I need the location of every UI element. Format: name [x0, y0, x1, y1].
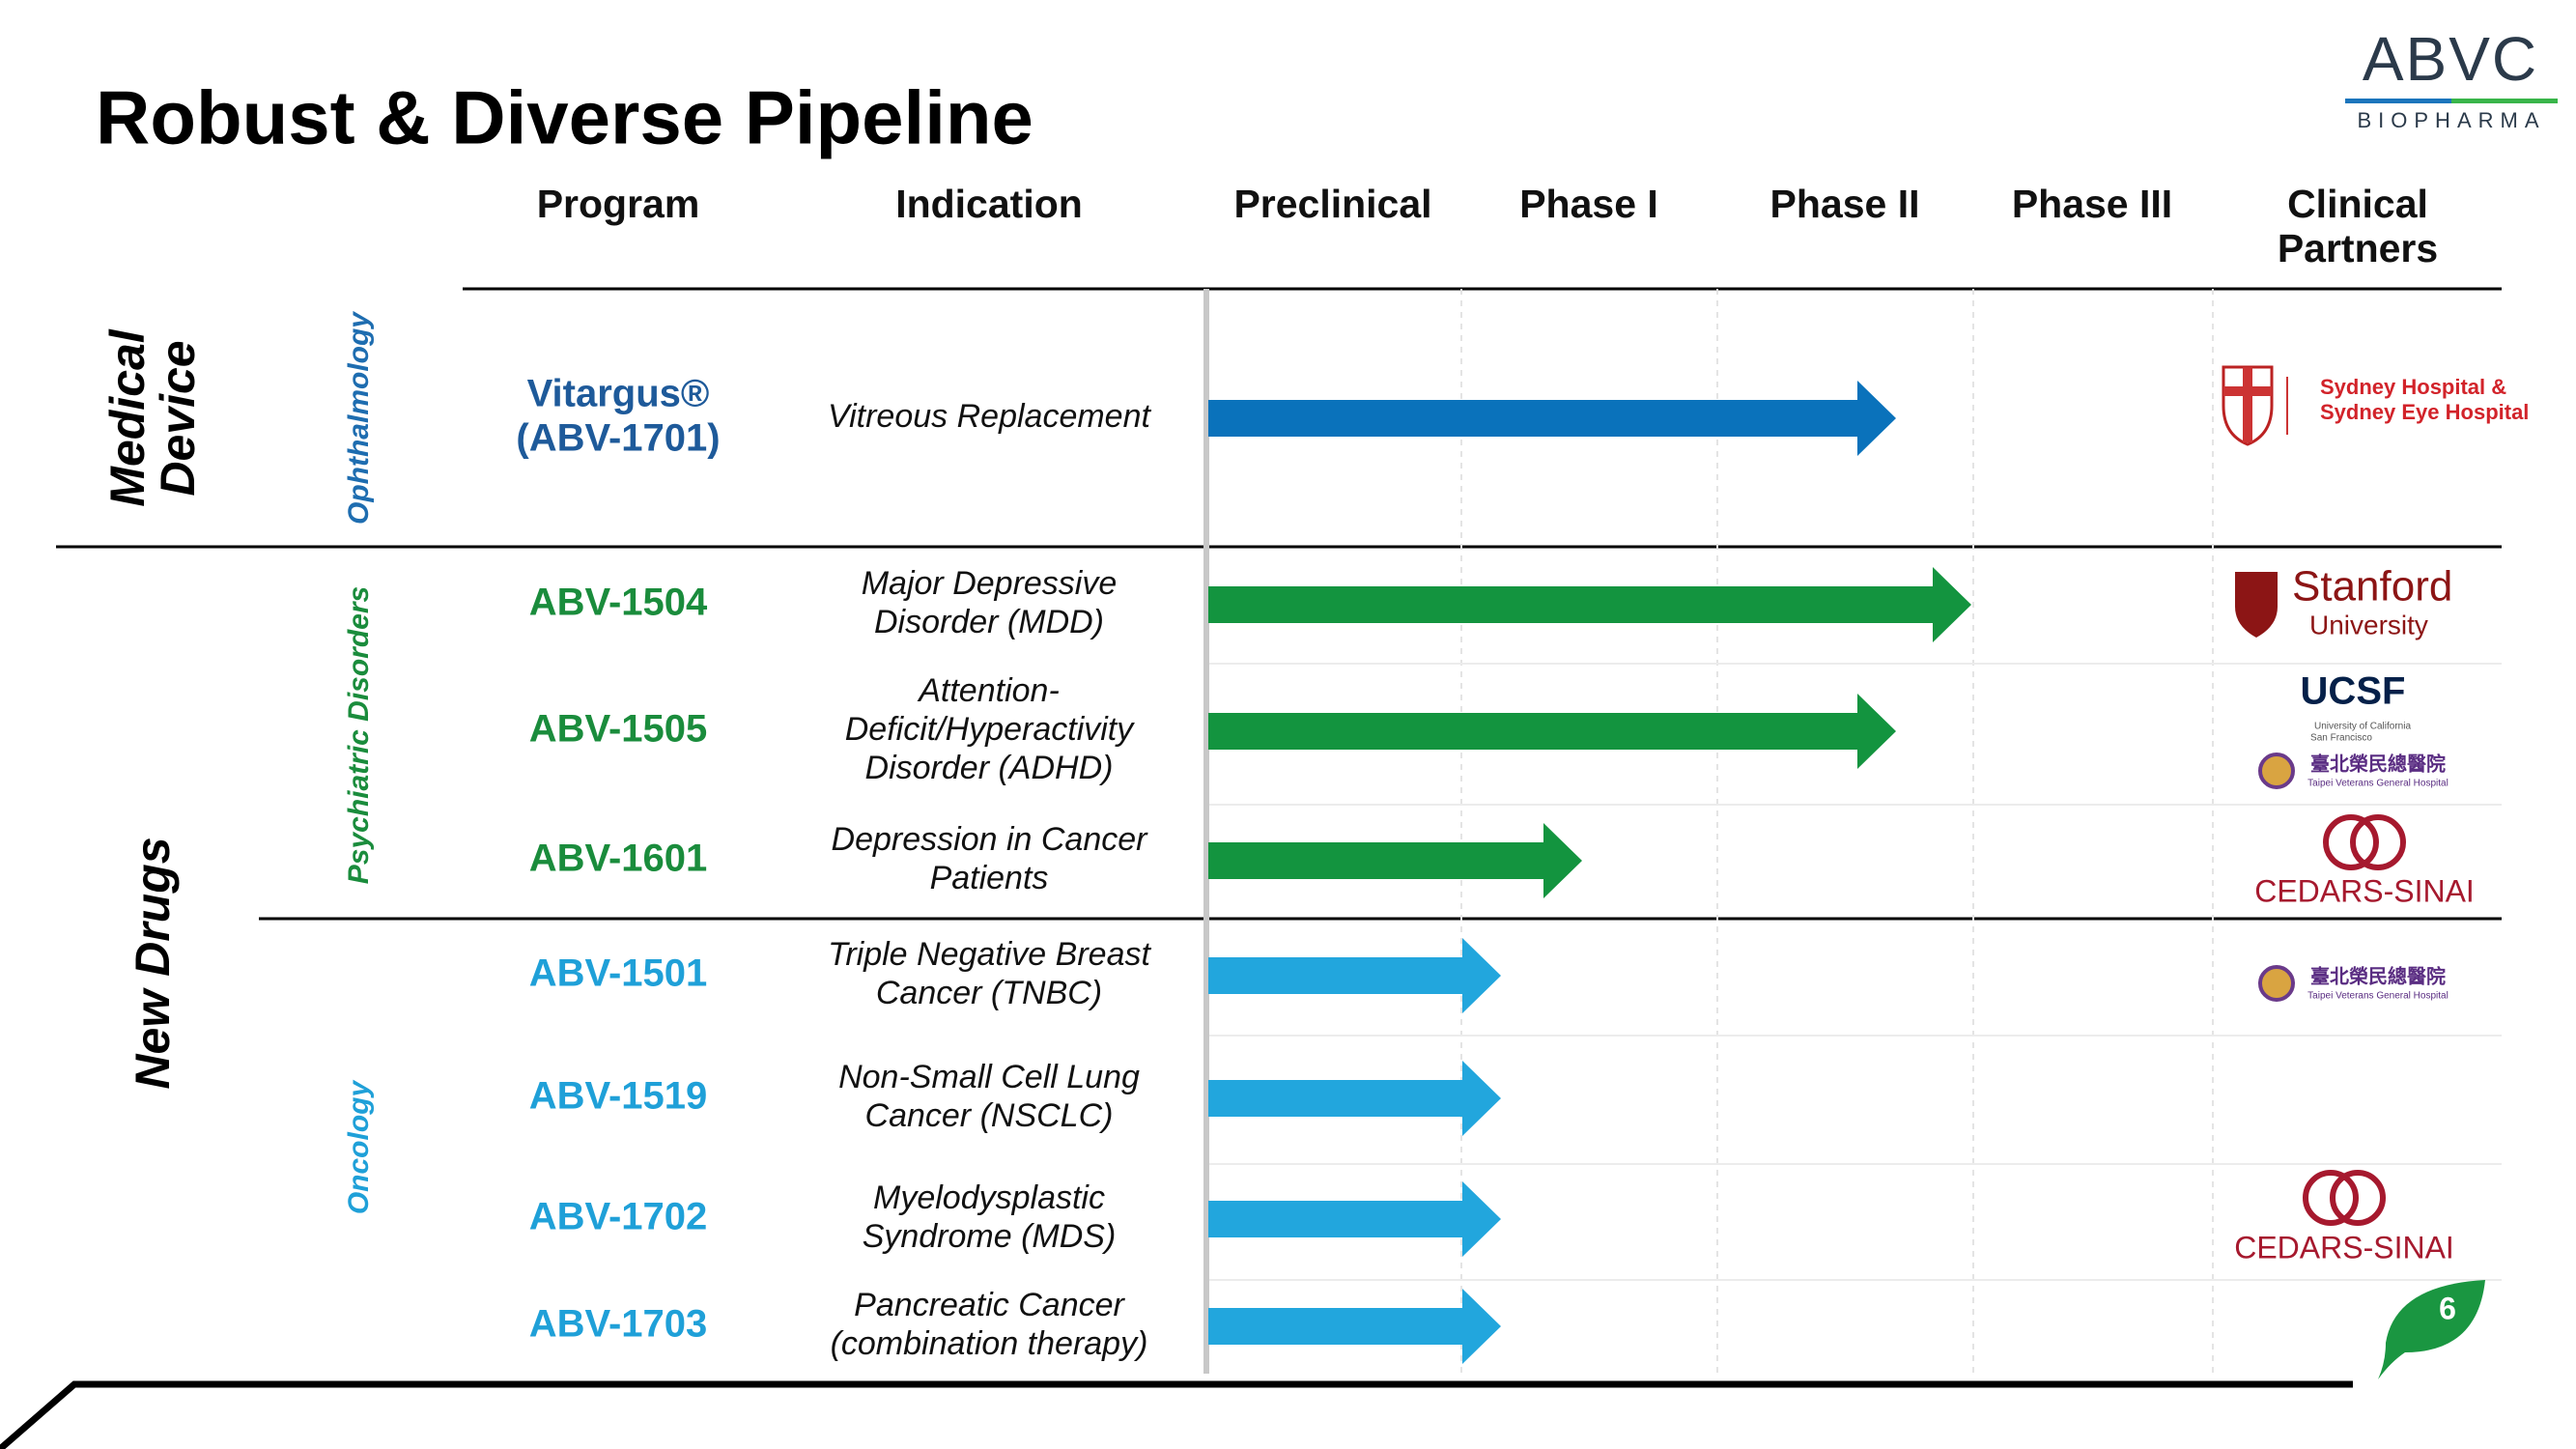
- page-leaf: [2378, 1280, 2485, 1379]
- indication: Cancer (NSCLC): [865, 1097, 1114, 1134]
- partner-text: Stanford: [2292, 563, 2452, 611]
- column-header: Clinical: [2287, 182, 2428, 226]
- indication: Non-Small Cell Lung: [838, 1059, 1140, 1095]
- column-header: Partners: [2278, 226, 2438, 270]
- program-name: ABV-1601: [529, 838, 708, 880]
- indication: Pancreatic Cancer: [854, 1287, 1125, 1323]
- logo-bar: [2451, 99, 2558, 103]
- partner-text: Taipei Veterans General Hospital: [2307, 991, 2449, 1002]
- group-label: Device: [151, 340, 205, 496]
- partner-logo: Stanford University: [2235, 563, 2452, 639]
- program-name: ABV-1703: [529, 1303, 708, 1346]
- logo-tagline: BIOPHARMA: [2357, 108, 2545, 132]
- category-label: Psychiatric Disorders: [343, 586, 375, 884]
- progress-arrow: [1208, 567, 1971, 642]
- partner-text: 臺北榮民總醫院: [2310, 752, 2446, 775]
- slide-title: Robust & Diverse Pipeline: [96, 75, 1033, 160]
- column-header: Phase III: [2012, 182, 2172, 226]
- logo-bar: [2345, 99, 2451, 103]
- indication: Disorder (MDD): [874, 604, 1104, 640]
- partner-logo: CEDARS-SINAI: [2234, 1170, 2454, 1264]
- partner-text: CEDARS-SINAI: [2234, 1230, 2454, 1264]
- indication: Cancer (TNBC): [876, 975, 1102, 1011]
- progress-arrow: [1208, 1181, 1501, 1257]
- indication: Deficit/Hyperactivity: [845, 711, 1136, 748]
- progress-arrow: [1208, 381, 1896, 456]
- indication: Triple Negative Breast: [828, 936, 1151, 973]
- partner-logo: UCSF University of California San Franci…: [2301, 670, 2412, 744]
- program-name: ABV-1505: [529, 708, 708, 751]
- progress-arrow: [1208, 1061, 1501, 1136]
- indication: Syndrome (MDS): [863, 1218, 1117, 1255]
- program-name: ABV-1702: [529, 1196, 708, 1238]
- partner-text: University of California: [2314, 722, 2411, 732]
- category-label: Oncology: [343, 1080, 375, 1215]
- partner-text: Sydney Eye Hospital: [2320, 400, 2529, 424]
- indication: Myelodysplastic: [873, 1179, 1105, 1216]
- progress-arrow: [1208, 938, 1501, 1013]
- indication: Depression in Cancer: [832, 821, 1149, 858]
- indication: Vitreous Replacement: [828, 398, 1151, 435]
- progress-arrow: [1208, 694, 1896, 769]
- partner-logo: 臺北榮民總醫院 Taipei Veterans General Hospital: [2258, 752, 2449, 789]
- indication: Attention-: [917, 672, 1060, 709]
- partner-logo: 臺北榮民總醫院 Taipei Veterans General Hospital: [2258, 964, 2449, 1002]
- program-name: ABV-1501: [529, 952, 708, 995]
- progress-arrow: [1208, 823, 1582, 898]
- group-label: Medical: [100, 328, 155, 507]
- partner-logo: CEDARS-SINAI: [2254, 814, 2475, 908]
- partner-logo: Sydney Hospital & Sydney Eye Hospital: [2222, 365, 2529, 446]
- column-header: Phase II: [1770, 182, 1920, 226]
- column-header: Indication: [895, 182, 1083, 226]
- indication: (combination therapy): [831, 1325, 1148, 1362]
- column-header: Phase I: [1519, 182, 1658, 226]
- program-name: (ABV-1701): [516, 417, 720, 460]
- category-label: Ophthalmology: [343, 311, 375, 525]
- partner-text: Sydney Hospital &: [2320, 375, 2506, 399]
- logo-name: ABVC: [2363, 24, 2538, 94]
- program-name: Vitargus®: [527, 373, 710, 415]
- indication: Major Depressive: [862, 565, 1118, 602]
- partner-text: San Francisco: [2310, 733, 2372, 744]
- page-number: 6: [2439, 1291, 2456, 1325]
- partner-text: CEDARS-SINAI: [2254, 873, 2475, 908]
- partner-text: Taipei Veterans General Hospital: [2307, 779, 2449, 789]
- partner-text: 臺北榮民總醫院: [2310, 964, 2446, 987]
- partner-text: University: [2309, 610, 2428, 639]
- column-header: Program: [537, 182, 700, 226]
- partner-text: UCSF: [2301, 670, 2406, 713]
- program-name: ABV-1519: [529, 1075, 708, 1118]
- indication: Disorder (ADHD): [865, 750, 1114, 786]
- progress-arrow: [1208, 1289, 1501, 1364]
- program-name: ABV-1504: [529, 582, 708, 624]
- column-header: Preclinical: [1233, 182, 1431, 226]
- footer-rule: [0, 1380, 2353, 1449]
- indication: Patients: [930, 860, 1049, 896]
- group-label: New Drugs: [126, 837, 180, 1089]
